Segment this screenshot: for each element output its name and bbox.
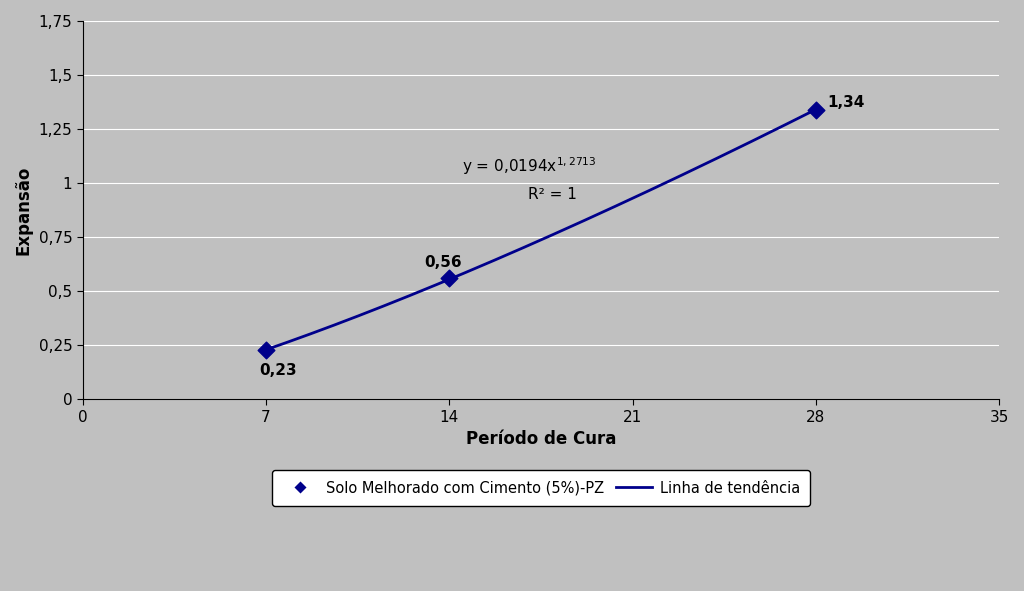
Text: 0,56: 0,56 xyxy=(424,255,462,270)
Linha de tendência xyxy=(810,106,822,113)
X-axis label: Período de Cura: Período de Cura xyxy=(466,430,616,449)
Y-axis label: Expansão: Expansão xyxy=(15,165,33,255)
Linha de tendência xyxy=(597,209,609,216)
Linha de tendência xyxy=(588,213,600,220)
Linha de tendência xyxy=(723,148,735,155)
Text: y = 0,0194x$^{1,2713}$: y = 0,0194x$^{1,2713}$ xyxy=(463,155,597,177)
Solo Melhorado com Cimento (5%)-PZ xyxy=(808,105,824,115)
Linha de tendência xyxy=(262,346,274,353)
Solo Melhorado com Cimento (5%)-PZ xyxy=(258,345,274,355)
Linha de tendência xyxy=(260,346,272,353)
Solo Melhorado com Cimento (5%)-PZ xyxy=(441,274,458,283)
Line: Linha de tendência: Linha de tendência xyxy=(266,109,816,350)
Text: 1,34: 1,34 xyxy=(827,95,864,110)
Linha de tendência xyxy=(759,131,771,138)
Text: R² = 1: R² = 1 xyxy=(528,187,577,202)
Legend: Solo Melhorado com Cimento (5%)-PZ, Linha de tendência: Solo Melhorado com Cimento (5%)-PZ, Linh… xyxy=(272,470,810,506)
Linha de tendência xyxy=(586,213,598,220)
Text: 0,23: 0,23 xyxy=(259,363,297,378)
